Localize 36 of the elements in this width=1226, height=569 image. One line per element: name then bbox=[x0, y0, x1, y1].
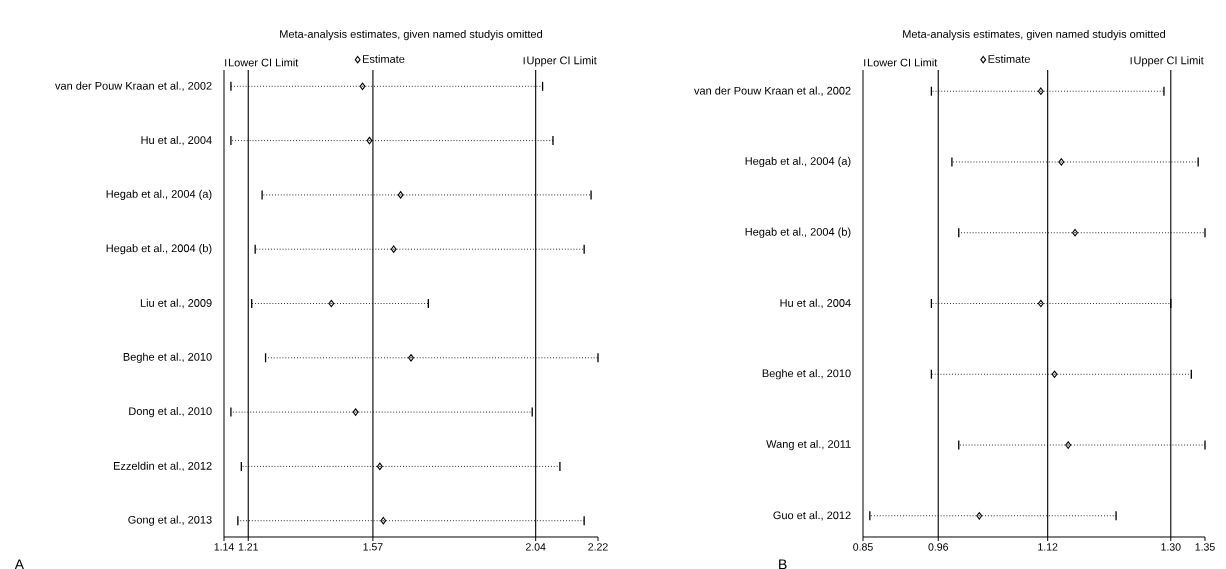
x-tick-label: 0.85 bbox=[853, 543, 873, 551]
text: Lower CI Limit bbox=[867, 58, 938, 67]
text: Upper CI Limit bbox=[1134, 56, 1204, 67]
legend-label: Estimate bbox=[363, 54, 405, 63]
x-tick-label: 1.57 bbox=[363, 543, 383, 551]
y-tick-label: Ezzeldin et al., 2012 bbox=[113, 461, 212, 472]
x-tick-label: 1.14 bbox=[214, 543, 234, 551]
y-tick-label: Wang et al., 2011 bbox=[766, 439, 851, 451]
text: B bbox=[779, 559, 787, 569]
text: Upper CI Limit bbox=[527, 56, 597, 67]
y-tick-label: Beghe et al., 2010 bbox=[762, 369, 851, 380]
chart-title: Meta-analysis estimates, given named studyis omitted bbox=[280, 29, 543, 41]
x-tick-label: 1.12 bbox=[1038, 543, 1058, 551]
x-tick-label: 1.30 bbox=[1161, 543, 1181, 551]
y-tick-label: van der Pouw Kraan et al., 2002 bbox=[694, 86, 851, 96]
y-tick-label: Guo et al., 2012 bbox=[773, 511, 851, 521]
y-tick-label: Gong et al., 2013 bbox=[128, 515, 212, 526]
chart-title: Meta-analysis estimates, given named studyis omitted bbox=[903, 29, 1166, 41]
legend-label: Estimate bbox=[988, 54, 1030, 63]
x-tick-label: 1.35 bbox=[1195, 543, 1215, 551]
text: Lower CI Limit bbox=[228, 58, 299, 67]
y-tick-label: Beghe et al., 2010 bbox=[123, 352, 212, 363]
y-tick-label: Dong et al., 2010 bbox=[129, 406, 212, 418]
x-tick-label: 2.04 bbox=[525, 543, 546, 551]
y-tick-label: Hegab et al., 2004 (a) bbox=[745, 156, 851, 168]
y-tick-label: Hegab et al., 2004 (b) bbox=[745, 227, 851, 238]
x-tick-label: 0.96 bbox=[928, 543, 948, 551]
text: A bbox=[14, 559, 25, 569]
x-tick-label: 2.22 bbox=[588, 543, 608, 551]
y-tick-label: Liu et al., 2009 bbox=[140, 298, 212, 309]
y-tick-label: Hegab et al., 2004 (a) bbox=[106, 189, 212, 201]
y-tick-label: Hegab et al., 2004 (b) bbox=[106, 244, 212, 255]
y-tick-label: Hu et al., 2004 bbox=[141, 135, 212, 146]
y-tick-label: van der Pouw Kraan et al., 2002 bbox=[55, 81, 212, 91]
x-tick-label: 1.21 bbox=[238, 543, 258, 551]
y-tick-label: Hu et al., 2004 bbox=[780, 298, 851, 309]
